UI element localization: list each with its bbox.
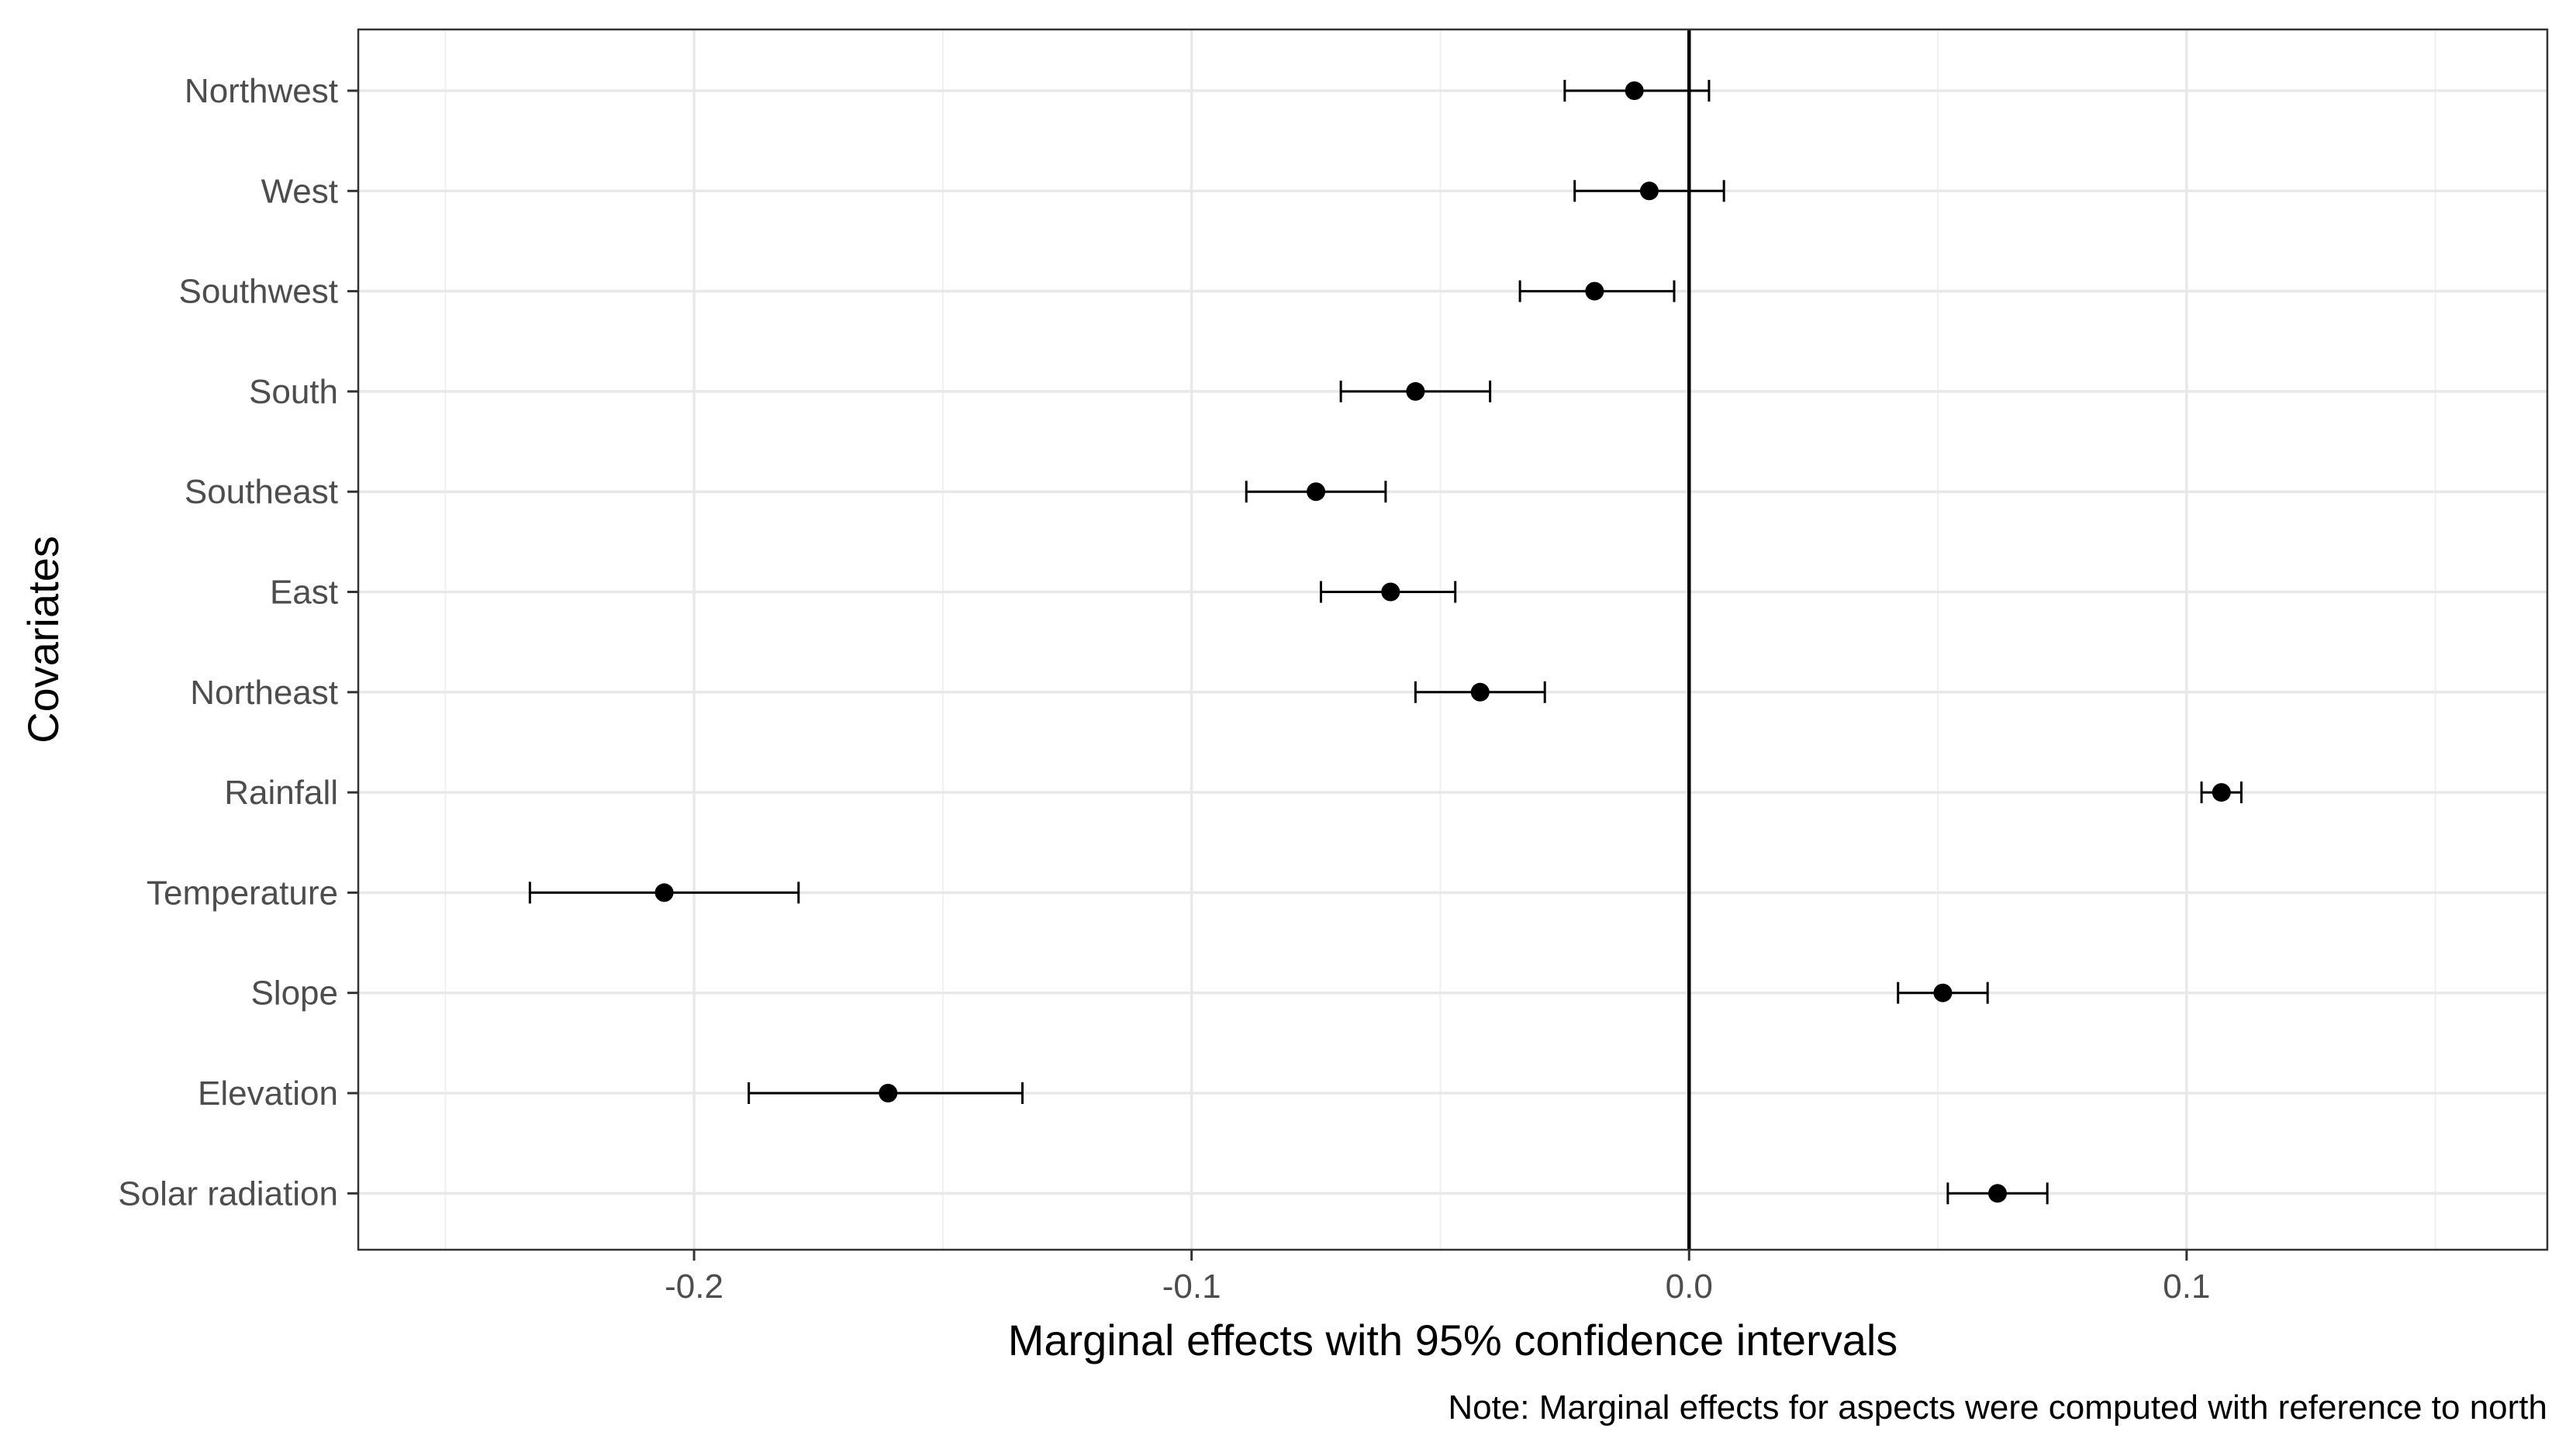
y-axis-ticks: Northwest West Southwest South Southeast East…	[118, 72, 358, 1213]
point-estimate	[1406, 381, 1425, 401]
x-axis-ticks: -0.2 -0.1 0.0 0.1	[665, 1250, 2210, 1306]
chart-caption: Note: Marginal effects for aspects were …	[1448, 1389, 2547, 1426]
point-estimate	[1307, 482, 1326, 502]
x-tick-label: -0.1	[1162, 1268, 1221, 1306]
point-estimate	[1933, 983, 1953, 1002]
point-estimate	[1470, 682, 1490, 702]
point-estimate	[1988, 1184, 2008, 1203]
x-tick-label: 0.1	[2163, 1268, 2210, 1306]
x-tick-label: 0.0	[1666, 1268, 1713, 1306]
point-estimate	[1381, 582, 1400, 602]
y-tick-label: Southwest	[179, 273, 338, 311]
grid-layer	[358, 29, 2547, 1250]
y-axis-title: Covariates	[19, 536, 67, 743]
marks-layer	[528, 80, 2243, 1205]
y-tick-label: West	[261, 172, 338, 210]
y-tick-label: Slope	[250, 975, 338, 1013]
y-tick-label: Northwest	[185, 72, 338, 110]
point-estimate	[879, 1084, 898, 1102]
point-estimate	[654, 883, 674, 902]
y-tick-label: Southeast	[185, 473, 338, 511]
y-tick-label: Elevation	[198, 1075, 338, 1113]
point-estimate	[1639, 181, 1659, 201]
y-tick-label: Northeast	[190, 674, 338, 712]
point-estimate	[1625, 81, 1644, 100]
x-axis-title: Marginal effects with 95% confidence int…	[1008, 1316, 1898, 1364]
y-tick-label: Solar radiation	[118, 1175, 338, 1213]
point-estimate	[2212, 783, 2231, 802]
y-tick-label: Rainfall	[224, 774, 338, 812]
point-estimate	[1585, 281, 1604, 301]
y-tick-label: East	[270, 574, 338, 612]
y-tick-label: South	[249, 373, 338, 411]
x-tick-label: -0.2	[665, 1268, 723, 1306]
y-tick-label: Temperature	[147, 874, 338, 912]
panel-border	[357, 28, 2549, 1251]
